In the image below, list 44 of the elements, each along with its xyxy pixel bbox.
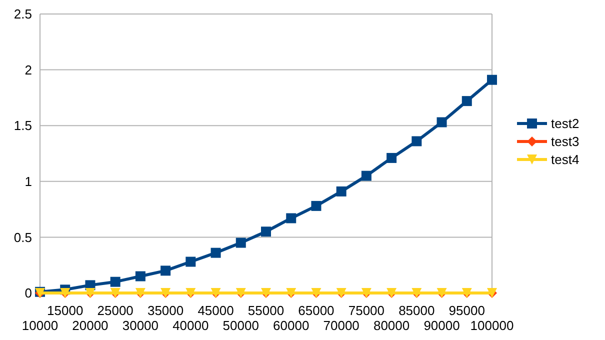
x-tick-label: 35000 xyxy=(147,303,184,318)
point xyxy=(236,238,246,248)
legend-label: test3 xyxy=(551,134,580,150)
legend-label: test2 xyxy=(551,116,580,132)
point xyxy=(261,226,271,237)
x-tick-label: 70000 xyxy=(323,318,360,333)
point xyxy=(210,248,221,258)
x-tick-label: 15000 xyxy=(47,303,84,318)
legend-label: test4 xyxy=(551,152,580,168)
point xyxy=(336,186,346,196)
x-tick-label: 100000 xyxy=(470,318,514,333)
x-tick-label: 85000 xyxy=(398,303,435,318)
point xyxy=(436,117,447,128)
y-tick-label: 1.5 xyxy=(14,118,32,134)
x-tick-label: 30000 xyxy=(122,318,159,333)
point xyxy=(361,170,372,181)
x-tick-label: 50000 xyxy=(222,318,259,333)
point xyxy=(135,271,146,282)
point xyxy=(386,152,397,163)
point xyxy=(487,74,497,85)
x-tick-label: 90000 xyxy=(424,318,460,333)
y-tick-label: 2 xyxy=(24,62,32,78)
x-tick-label: 80000 xyxy=(373,318,410,333)
x-tick-label: 75000 xyxy=(348,303,385,318)
x-tick-label: 40000 xyxy=(172,318,209,333)
point xyxy=(160,266,171,276)
x-tick-label: 60000 xyxy=(273,318,310,333)
x-tick-label: 95000 xyxy=(448,303,485,318)
point xyxy=(311,200,322,211)
x-tick-label: 65000 xyxy=(298,303,334,318)
point xyxy=(286,213,296,224)
x-tick-label: 25000 xyxy=(97,303,134,318)
y-tick-label: 0.5 xyxy=(14,230,32,245)
point xyxy=(412,136,422,146)
x-tick-label: 20000 xyxy=(72,318,108,333)
x-tick-label: 10000 xyxy=(22,318,58,333)
point xyxy=(462,96,472,106)
point xyxy=(110,276,120,287)
y-tick-label: 1 xyxy=(24,174,32,189)
y-tick-label: 2.5 xyxy=(14,6,32,22)
y-tick-label: 0 xyxy=(24,286,32,301)
x-tick-label: 45000 xyxy=(198,303,234,318)
point xyxy=(186,256,196,267)
x-tick-label: 55000 xyxy=(248,303,284,318)
